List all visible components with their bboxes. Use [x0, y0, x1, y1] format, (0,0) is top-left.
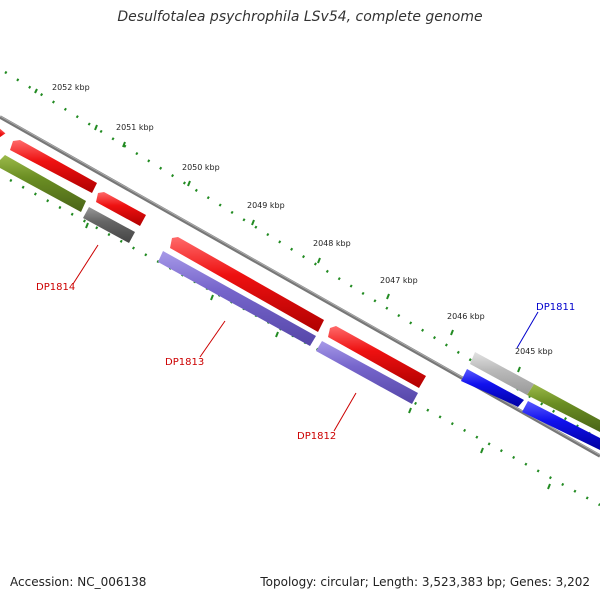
- gene-label-dp1814[interactable]: DP1814: [36, 282, 75, 293]
- kbp-label: 2051 kbp: [116, 123, 154, 132]
- cds-blue-1[interactable]: [461, 369, 524, 407]
- major-tick: [517, 366, 521, 373]
- genome-summary-text: Topology: circular; Length: 3,523,383 bp…: [260, 575, 590, 589]
- major-tick: [251, 219, 255, 226]
- kbp-labels: 2052 kbp 2051 kbp 2050 kbp 2049 kbp 2048…: [52, 83, 553, 356]
- major-tick: [547, 483, 551, 490]
- major-tick: [210, 294, 214, 301]
- cds-blue-2[interactable]: [522, 401, 600, 450]
- cds-green-right[interactable]: [527, 384, 600, 432]
- major-tick: [85, 222, 89, 229]
- kbp-label: 2045 kbp: [515, 347, 553, 356]
- major-tick: [122, 141, 126, 148]
- gene-label-dp1812[interactable]: DP1812: [297, 431, 336, 442]
- major-tick: [317, 257, 321, 264]
- outer-tick-ring: [4, 70, 600, 442]
- cds-red-dp1812[interactable]: [328, 326, 426, 388]
- genome-backbone-highlight: [0, 115, 600, 456]
- cds-purple-1[interactable]: [158, 251, 316, 346]
- major-tick: [275, 331, 279, 338]
- cds-lightgray-dp1811[interactable]: [470, 352, 534, 395]
- leader-lines: [72, 244, 539, 432]
- major-tick: [34, 88, 38, 94]
- leader-line-dp1812: [333, 392, 357, 432]
- leader-line-dp1814: [72, 244, 99, 285]
- cds-red-2[interactable]: [96, 192, 146, 226]
- major-tick: [480, 447, 484, 454]
- major-tick: [450, 329, 454, 336]
- cds-red-1[interactable]: [10, 140, 97, 193]
- cds-gray-hypothetical[interactable]: [83, 207, 135, 243]
- kbp-label: 2052 kbp: [52, 83, 90, 92]
- kbp-label: 2049 kbp: [247, 201, 285, 210]
- major-tick: [386, 293, 390, 300]
- accession-text: Accession: NC_006138: [10, 575, 147, 589]
- gene-label-dp1813[interactable]: DP1813: [165, 357, 204, 368]
- cds-purple-2[interactable]: [316, 341, 418, 404]
- genome-title: Desulfotalea psychrophila LSv54, complet…: [117, 9, 483, 25]
- leader-line-dp1811: [516, 311, 539, 349]
- forward-strand-track: [0, 124, 600, 432]
- gene-label-dp1811[interactable]: DP1811: [536, 302, 575, 313]
- kbp-label: 2050 kbp: [182, 163, 220, 172]
- reverse-strand-track: [0, 155, 600, 450]
- major-tick: [408, 407, 412, 414]
- kbp-label: 2046 kbp: [447, 312, 485, 321]
- kbp-label: 2047 kbp: [380, 276, 418, 285]
- gene-labels: DP1814 DP1813 DP1812 DP1811: [36, 282, 575, 442]
- major-tick: [94, 124, 98, 131]
- kbp-label: 2048 kbp: [313, 239, 351, 248]
- major-tick: [187, 180, 191, 187]
- leader-line-dp1813: [199, 320, 226, 358]
- genome-backbone: [0, 115, 600, 458]
- cds-red-edge[interactable]: [0, 124, 7, 143]
- cds-green-left[interactable]: [0, 155, 86, 212]
- cds-red-dp1813[interactable]: [170, 237, 324, 332]
